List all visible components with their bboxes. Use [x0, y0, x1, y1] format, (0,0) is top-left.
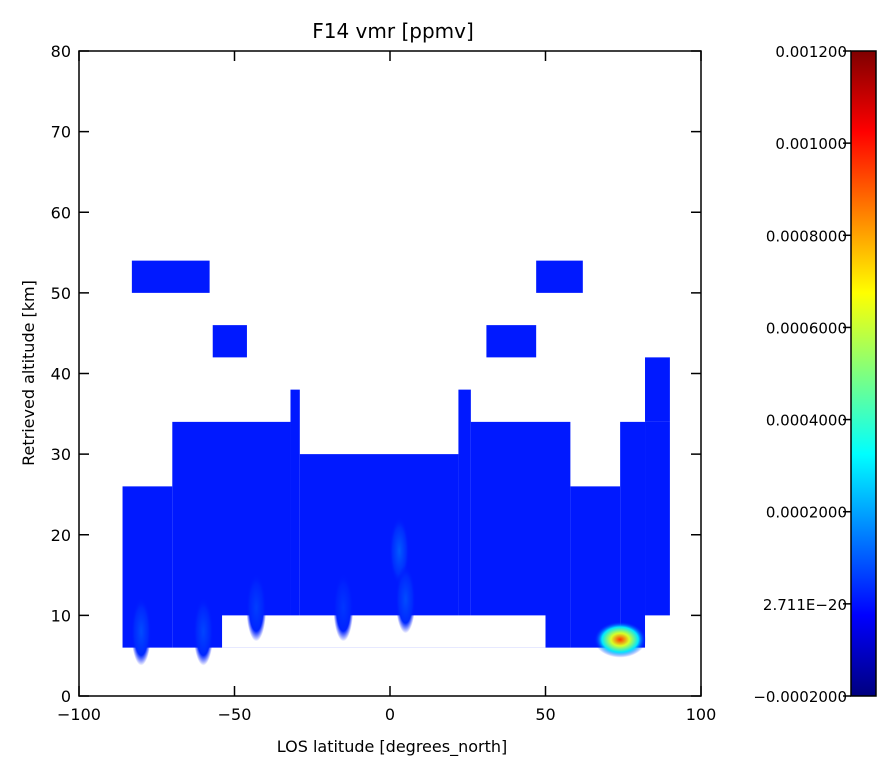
y-tick-label: 80 [51, 42, 71, 61]
data-feature [594, 621, 647, 658]
colorbar-ticks: −0.0002000 2.711E−20 0.0002000 0.0004000 0.0… [753, 43, 851, 706]
colorbar-tick-label: 0.0006000 [766, 319, 847, 337]
x-tick-label: −50 [218, 705, 252, 724]
data-region [645, 421, 670, 616]
data-feature [131, 597, 152, 666]
colorbar-tick-label: 0.0002000 [766, 504, 847, 522]
y-tick-label: 20 [51, 526, 71, 545]
colorbar-tick-label: 0.001200 [775, 43, 847, 61]
x-tick-label: 50 [535, 705, 555, 724]
x-tick-label: 0 [385, 705, 395, 724]
data-region [570, 486, 621, 648]
colorbar: −0.0002000 2.711E−20 0.0002000 0.0004000 0.0… [753, 43, 877, 706]
y-tick-label: 0 [61, 687, 71, 706]
data-feature [193, 597, 214, 666]
data-region [470, 421, 571, 648]
chart-title: F14 vmr [ppmv] [312, 19, 474, 43]
x-tick-label: 100 [686, 705, 717, 724]
x-tick-label: −100 [57, 705, 101, 724]
data-region [645, 357, 670, 422]
data-region [290, 389, 300, 648]
data-features [131, 516, 647, 666]
data-regions [122, 260, 670, 648]
data-region [620, 421, 646, 648]
y-tick-label: 60 [51, 203, 71, 222]
colorbar-tick-label: 2.711E−20 [763, 596, 847, 614]
data-region [212, 325, 247, 358]
colorbar-tick-label: −0.0002000 [753, 688, 847, 706]
y-tick-label: 10 [51, 606, 71, 625]
y-axis-ticks: 0 10 20 30 40 50 60 70 80 [51, 42, 701, 706]
data-region [172, 421, 291, 648]
data-feature [395, 565, 416, 634]
data-region [486, 325, 537, 358]
y-tick-label: 30 [51, 445, 71, 464]
heatmap-layer [122, 260, 670, 666]
data-region [131, 260, 210, 293]
x-axis-ticks: −100 −50 0 50 100 [57, 51, 716, 724]
data-region [458, 389, 471, 648]
data-region [536, 260, 583, 293]
data-feature [246, 573, 267, 642]
x-axis-label: LOS latitude [degrees_north] [277, 737, 507, 757]
colorbar-tick-label: 0.0008000 [766, 227, 847, 245]
colorbar-gradient [850, 50, 877, 697]
data-gap [222, 615, 546, 648]
colorbar-tick-label: 0.001000 [775, 135, 847, 153]
data-feature [333, 573, 354, 642]
y-tick-label: 70 [51, 123, 71, 142]
y-tick-label: 50 [51, 284, 71, 303]
y-tick-label: 40 [51, 365, 71, 384]
colorbar-tick-label: 0.0004000 [766, 412, 847, 430]
y-axis-label: Retrieved altitude [km] [19, 280, 38, 466]
